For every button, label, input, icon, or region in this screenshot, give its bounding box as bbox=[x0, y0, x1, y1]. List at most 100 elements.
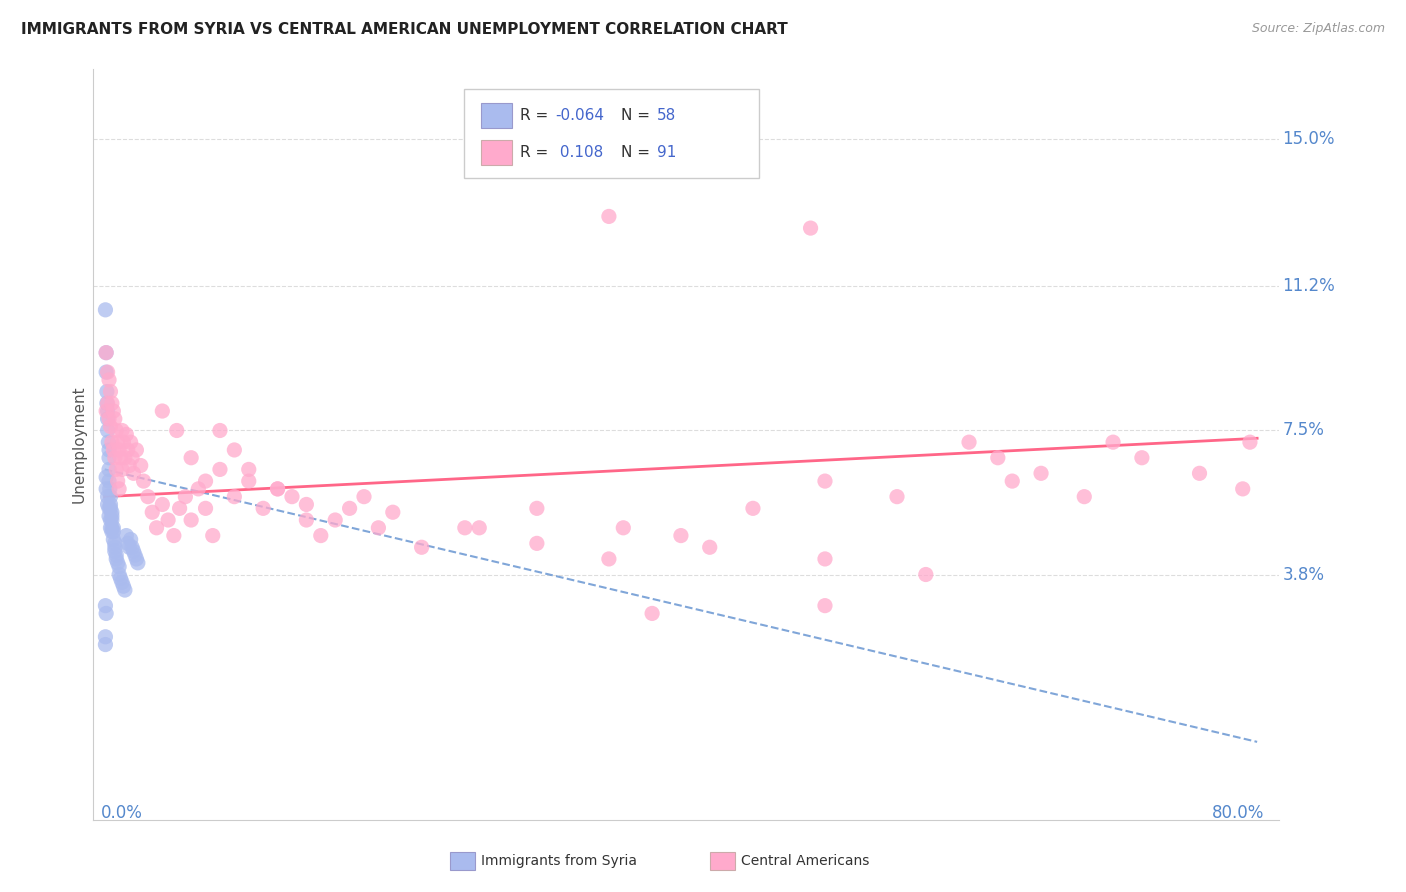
Point bbox=[94, 599, 117, 613]
Point bbox=[97, 490, 120, 504]
Point bbox=[987, 450, 1010, 465]
Point bbox=[103, 521, 125, 535]
Point bbox=[598, 552, 620, 566]
Point bbox=[98, 442, 121, 457]
Text: Central Americans: Central Americans bbox=[741, 854, 869, 868]
Text: R =: R = bbox=[520, 108, 554, 122]
Point bbox=[98, 501, 121, 516]
Point bbox=[295, 498, 318, 512]
Point bbox=[98, 509, 121, 524]
Point bbox=[252, 501, 274, 516]
Point bbox=[97, 435, 120, 450]
Point bbox=[108, 567, 131, 582]
Text: 91: 91 bbox=[657, 145, 676, 160]
Point bbox=[699, 541, 721, 555]
Point bbox=[180, 450, 202, 465]
Point bbox=[169, 501, 191, 516]
Point bbox=[105, 552, 128, 566]
Point bbox=[238, 474, 260, 488]
Point bbox=[120, 435, 142, 450]
Point bbox=[118, 458, 141, 473]
Point bbox=[526, 536, 548, 550]
Point bbox=[180, 513, 202, 527]
Point bbox=[98, 412, 121, 426]
Point bbox=[100, 498, 122, 512]
Point bbox=[1232, 482, 1254, 496]
Point bbox=[266, 482, 288, 496]
Point bbox=[94, 345, 117, 359]
Text: 3.8%: 3.8% bbox=[1282, 566, 1324, 583]
Point bbox=[115, 528, 138, 542]
Point bbox=[157, 513, 180, 527]
Text: 11.2%: 11.2% bbox=[1282, 277, 1336, 295]
Point bbox=[101, 396, 124, 410]
Point bbox=[411, 541, 433, 555]
Point bbox=[94, 365, 117, 379]
Text: 7.5%: 7.5% bbox=[1282, 422, 1324, 440]
Point bbox=[103, 404, 125, 418]
Point bbox=[381, 505, 404, 519]
Point bbox=[122, 544, 145, 558]
Point bbox=[194, 501, 217, 516]
Point bbox=[295, 513, 318, 527]
Point bbox=[104, 541, 127, 555]
Point bbox=[114, 450, 136, 465]
Point bbox=[97, 498, 120, 512]
Text: IMMIGRANTS FROM SYRIA VS CENTRAL AMERICAN UNEMPLOYMENT CORRELATION CHART: IMMIGRANTS FROM SYRIA VS CENTRAL AMERICA… bbox=[21, 22, 787, 37]
Point bbox=[612, 521, 634, 535]
Point bbox=[97, 412, 120, 426]
Point bbox=[98, 462, 121, 476]
Point bbox=[94, 470, 117, 484]
Point bbox=[141, 505, 163, 519]
Point bbox=[224, 490, 246, 504]
Point bbox=[105, 548, 128, 562]
Point bbox=[1239, 435, 1261, 450]
Point bbox=[353, 490, 375, 504]
Point bbox=[98, 482, 121, 496]
Point bbox=[103, 442, 125, 457]
Point bbox=[107, 474, 129, 488]
Point bbox=[150, 498, 173, 512]
Point bbox=[97, 365, 120, 379]
Point bbox=[97, 404, 120, 418]
Point bbox=[1188, 467, 1211, 481]
Point bbox=[115, 427, 138, 442]
Text: N =: N = bbox=[621, 108, 655, 122]
Point bbox=[669, 528, 692, 542]
Text: 58: 58 bbox=[657, 108, 676, 122]
Point bbox=[129, 458, 152, 473]
Point bbox=[104, 412, 127, 426]
Point bbox=[339, 501, 361, 516]
Text: 80.0%: 80.0% bbox=[1212, 805, 1264, 822]
Point bbox=[101, 521, 124, 535]
Point bbox=[468, 521, 491, 535]
Point bbox=[94, 345, 117, 359]
Point bbox=[105, 462, 128, 476]
Text: N =: N = bbox=[621, 145, 655, 160]
Point bbox=[101, 505, 124, 519]
Point bbox=[94, 302, 117, 317]
Point bbox=[121, 541, 143, 555]
Point bbox=[194, 474, 217, 488]
Point bbox=[98, 373, 121, 387]
Point bbox=[208, 424, 231, 438]
Point bbox=[136, 490, 159, 504]
Point bbox=[101, 513, 124, 527]
Point bbox=[111, 424, 134, 438]
Point bbox=[108, 559, 131, 574]
Point bbox=[110, 571, 132, 585]
Point bbox=[108, 482, 131, 496]
Point bbox=[100, 490, 122, 504]
Point bbox=[101, 524, 124, 539]
Point bbox=[266, 482, 288, 496]
Point bbox=[598, 210, 620, 224]
Point bbox=[94, 638, 117, 652]
Point bbox=[94, 482, 117, 496]
Point bbox=[174, 490, 197, 504]
Point bbox=[117, 442, 139, 457]
Point bbox=[94, 404, 117, 418]
Point bbox=[107, 435, 129, 450]
Point bbox=[103, 533, 125, 547]
Point bbox=[97, 424, 120, 438]
Point bbox=[96, 396, 118, 410]
